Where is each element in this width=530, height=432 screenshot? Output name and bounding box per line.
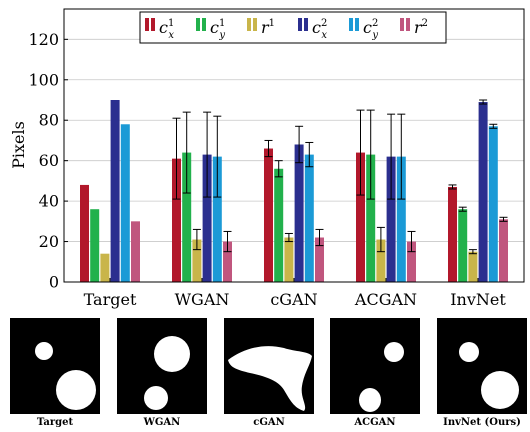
- bar: [100, 253, 110, 282]
- x-tick-label: Target: [84, 290, 137, 309]
- y-tick-label: 100: [28, 70, 59, 89]
- bar: [202, 154, 212, 282]
- legend-label: c2 y: [363, 18, 378, 41]
- bar: [499, 219, 508, 282]
- thumbnail-wgan: [117, 318, 207, 414]
- y-tick-label: 20: [39, 232, 59, 251]
- x-tick-label: WGAN: [175, 290, 230, 309]
- bars: [80, 100, 508, 283]
- bar: [386, 156, 396, 282]
- bar: [223, 241, 232, 282]
- legend-label: r1: [261, 18, 275, 37]
- thumbnail-caption: WGAN: [143, 417, 181, 428]
- thumbnail-cgan: [224, 318, 314, 414]
- y-axis-label: Pixels: [9, 121, 28, 169]
- bar: [304, 154, 314, 282]
- x-axis: Target WGAN cGAN ACGAN InvNet: [84, 278, 506, 309]
- legend-swatch: [253, 18, 257, 31]
- error-bars: [172, 99, 508, 255]
- legend-box: [139, 11, 447, 44]
- legend-label: c1 x: [159, 18, 174, 41]
- bar: [458, 209, 468, 282]
- legend-swatch: [196, 18, 200, 31]
- legend-label: c1 y: [210, 18, 225, 41]
- x-tick-label: ACGAN: [354, 290, 417, 309]
- thumbnail-invnet: [437, 318, 527, 414]
- bar: [376, 239, 386, 282]
- bar: [212, 156, 222, 282]
- bar: [356, 152, 365, 282]
- legend: c1 x c1 y r1 c2 x c2 y r2: [139, 11, 447, 44]
- legend-label: c2 x: [312, 18, 327, 41]
- y-tick-label: 40: [39, 192, 59, 211]
- bar: [182, 152, 192, 282]
- bar: [478, 102, 488, 283]
- legend-swatch: [202, 18, 206, 31]
- thumbnail-caption: cGAN: [253, 417, 285, 428]
- bar: [192, 239, 202, 282]
- bar: [90, 209, 100, 282]
- x-tick-label: InvNet: [450, 290, 506, 309]
- thumbnail-acgan: [330, 318, 420, 414]
- y-axis: 0 20 40 60 80 100 120: [28, 30, 68, 292]
- legend-swatch: [355, 18, 359, 31]
- bar: [488, 126, 498, 283]
- x-tick-label: cGAN: [270, 290, 317, 309]
- bar: [468, 251, 478, 282]
- legend-label: r2: [414, 18, 428, 37]
- y-tick-label: 80: [39, 111, 59, 130]
- legend-swatch: [247, 18, 251, 31]
- bar: [407, 241, 416, 282]
- legend-swatch: [304, 18, 308, 31]
- y-tick-label: 60: [39, 151, 59, 170]
- bar: [284, 237, 294, 282]
- bar: [448, 186, 457, 282]
- bar: [80, 184, 89, 282]
- bar: [131, 221, 140, 282]
- thumbnail-caption: ACGAN: [354, 417, 396, 428]
- legend-swatch: [145, 18, 149, 31]
- y-tick-label: 120: [28, 30, 59, 49]
- bar: [396, 156, 406, 282]
- bar: [120, 124, 130, 283]
- legend-swatch: [298, 18, 302, 31]
- bar: [315, 237, 324, 282]
- legend-swatch: [400, 18, 404, 31]
- bar: [274, 168, 284, 282]
- bar: [294, 144, 304, 282]
- y-tick-label: 0: [49, 273, 59, 292]
- legend-swatch: [406, 18, 410, 31]
- thumbnail-caption: Target: [36, 417, 74, 428]
- bar: [366, 154, 376, 282]
- thumbnail-strip: Target WGAN cGAN ACGAN InvNet (Ours): [0, 318, 530, 432]
- bar: [264, 148, 273, 282]
- bar: [110, 100, 120, 282]
- thumbnail-target: [10, 318, 100, 414]
- thumbnail-caption: InvNet (Ours): [443, 417, 521, 428]
- legend-swatch: [349, 18, 353, 31]
- legend-swatch: [151, 18, 155, 31]
- bar-chart: 0 20 40 60 80 100 120 Target WGAN cGAN ACGAN InvNe…: [9, 8, 525, 309]
- bar: [172, 158, 181, 282]
